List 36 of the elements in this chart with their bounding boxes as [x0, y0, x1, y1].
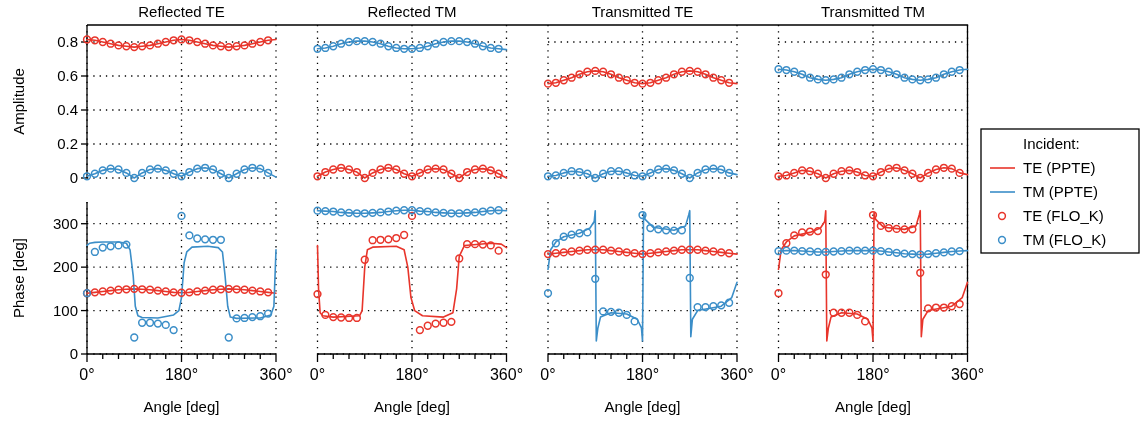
- y-tick-label: 300: [52, 214, 78, 232]
- x-tick-label: 180°: [625, 366, 660, 383]
- y-axis-title: Amplitude: [10, 68, 27, 135]
- x-axis-title: Angle [deg]: [604, 398, 681, 415]
- x-tick-label: 360°: [489, 366, 524, 383]
- y-tick-label: 0.2: [57, 135, 78, 152]
- legend-label: TE (FLO_K): [1023, 207, 1104, 224]
- y-axis-title: Phase [deg]: [10, 237, 27, 319]
- x-tick-label: 0°: [79, 366, 95, 383]
- x-tick-label: 360°: [720, 366, 754, 383]
- x-tick-label: 360°: [950, 366, 985, 383]
- chart-title: Transmitted TM: [820, 3, 926, 20]
- y-tick-label: 200: [52, 258, 78, 276]
- chart-title: Reflected TM: [367, 3, 457, 20]
- x-tick-label: 180°: [164, 366, 199, 383]
- x-tick-label: 0°: [309, 366, 326, 383]
- chart-title: Reflected TE: [138, 3, 225, 20]
- legend-label: TM (PPTE): [1023, 183, 1098, 200]
- y-tick-label: 100: [52, 301, 78, 319]
- x-tick-label: 0°: [540, 366, 556, 383]
- legend-label: TM (FLO_K): [1023, 231, 1107, 248]
- x-axis-title: Angle [deg]: [835, 398, 911, 415]
- y-tick-label: 0: [69, 345, 78, 362]
- legend-title: Incident:: [1023, 135, 1080, 152]
- y-tick-label: 0.4: [57, 101, 78, 118]
- x-axis-title: Angle [deg]: [143, 398, 220, 415]
- y-tick-label: 0.6: [57, 67, 78, 84]
- y-tick-label: 0.8: [57, 33, 78, 50]
- x-tick-label: 180°: [395, 366, 429, 383]
- x-tick-label: 0°: [770, 366, 787, 383]
- x-tick-label: 180°: [856, 366, 890, 383]
- x-axis-title: Angle [deg]: [374, 398, 450, 415]
- legend-label: TE (PPTE): [1023, 159, 1096, 176]
- chart-title: Transmitted TE: [591, 3, 694, 20]
- x-tick-label: 360°: [259, 366, 293, 383]
- y-tick-label: 0: [69, 169, 78, 186]
